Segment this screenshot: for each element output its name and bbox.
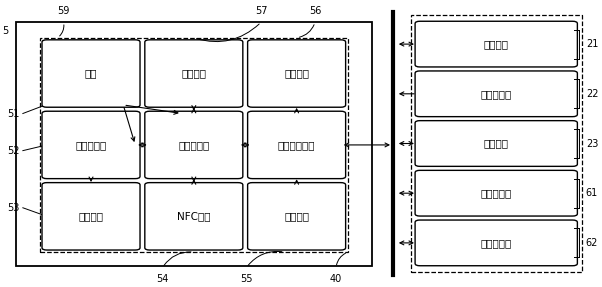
- FancyBboxPatch shape: [42, 111, 140, 179]
- Text: 57: 57: [255, 6, 267, 16]
- FancyBboxPatch shape: [247, 40, 346, 107]
- Text: 蓝牙单元: 蓝牙单元: [78, 211, 104, 221]
- Text: 54: 54: [156, 274, 169, 284]
- FancyBboxPatch shape: [145, 183, 243, 250]
- Text: 52: 52: [8, 146, 20, 156]
- FancyBboxPatch shape: [42, 40, 140, 107]
- Text: 通信单元: 通信单元: [181, 69, 206, 79]
- Text: 主控制单元: 主控制单元: [178, 140, 209, 150]
- FancyBboxPatch shape: [247, 111, 346, 179]
- Text: 40: 40: [330, 274, 342, 284]
- FancyBboxPatch shape: [145, 40, 243, 107]
- FancyBboxPatch shape: [415, 170, 577, 216]
- Text: 摄像头单元: 摄像头单元: [480, 89, 512, 99]
- FancyBboxPatch shape: [415, 220, 577, 266]
- FancyBboxPatch shape: [42, 183, 140, 250]
- Text: 23: 23: [586, 139, 598, 148]
- Text: 53: 53: [8, 203, 20, 213]
- Bar: [411, 15, 582, 272]
- Bar: [16, 22, 372, 266]
- Text: 55: 55: [240, 274, 252, 284]
- Text: 56: 56: [309, 6, 321, 16]
- FancyBboxPatch shape: [415, 71, 577, 117]
- Text: 电源: 电源: [85, 69, 98, 79]
- Text: NFC单元: NFC单元: [177, 211, 211, 221]
- FancyBboxPatch shape: [145, 111, 243, 179]
- Text: 62: 62: [586, 238, 598, 248]
- Text: 59: 59: [57, 6, 70, 16]
- Bar: [40, 38, 348, 252]
- Text: 21: 21: [586, 39, 598, 49]
- Text: 总线接口单元: 总线接口单元: [278, 140, 315, 150]
- Text: 存储单元: 存储单元: [284, 69, 309, 79]
- Text: 传感器单元: 传感器单元: [480, 188, 512, 198]
- Text: 5: 5: [2, 26, 8, 36]
- FancyBboxPatch shape: [415, 121, 577, 166]
- Text: 定位单元: 定位单元: [284, 211, 309, 221]
- Text: 22: 22: [586, 89, 598, 99]
- Text: 51: 51: [8, 108, 20, 119]
- Text: 显示单元: 显示单元: [484, 39, 509, 49]
- FancyBboxPatch shape: [247, 183, 346, 250]
- Text: 音箱单元: 音箱单元: [484, 139, 509, 148]
- Text: 传感器单元: 传感器单元: [480, 238, 512, 248]
- FancyBboxPatch shape: [415, 21, 577, 67]
- Text: 锁控制单元: 锁控制单元: [75, 140, 107, 150]
- Text: 61: 61: [586, 188, 598, 198]
